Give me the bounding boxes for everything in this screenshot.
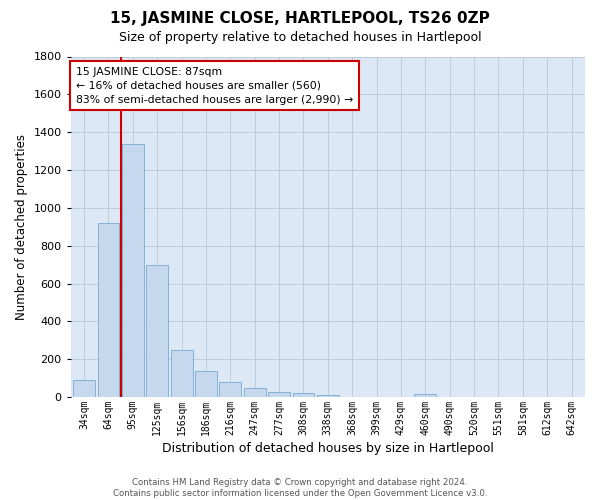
Bar <box>98 223 119 397</box>
Bar <box>146 264 168 397</box>
X-axis label: Distribution of detached houses by size in Hartlepool: Distribution of detached houses by size … <box>162 442 494 455</box>
Bar <box>244 388 266 397</box>
Text: Size of property relative to detached houses in Hartlepool: Size of property relative to detached ho… <box>119 31 481 44</box>
Bar <box>415 394 436 397</box>
Bar <box>293 393 314 397</box>
Bar <box>317 395 339 397</box>
Bar <box>268 392 290 397</box>
Bar <box>220 382 241 397</box>
Bar <box>122 144 144 397</box>
Text: Contains HM Land Registry data © Crown copyright and database right 2024.
Contai: Contains HM Land Registry data © Crown c… <box>113 478 487 498</box>
Y-axis label: Number of detached properties: Number of detached properties <box>15 134 28 320</box>
Bar <box>170 350 193 397</box>
Text: 15, JASMINE CLOSE, HARTLEPOOL, TS26 0ZP: 15, JASMINE CLOSE, HARTLEPOOL, TS26 0ZP <box>110 12 490 26</box>
Bar <box>195 370 217 397</box>
Text: 15 JASMINE CLOSE: 87sqm
← 16% of detached houses are smaller (560)
83% of semi-d: 15 JASMINE CLOSE: 87sqm ← 16% of detache… <box>76 66 353 104</box>
Bar <box>73 380 95 397</box>
